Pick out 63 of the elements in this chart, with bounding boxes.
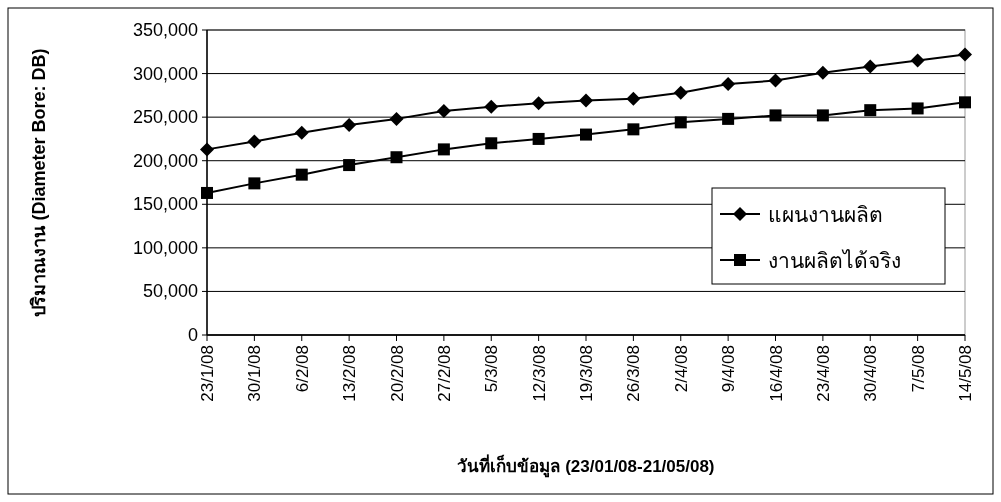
x-tick-label: 7/5/08 (908, 345, 928, 393)
point (437, 143, 450, 156)
point (627, 123, 640, 136)
x-tick-label: 14/5/08 (956, 345, 975, 402)
point (247, 134, 262, 149)
point (863, 59, 878, 74)
legend-label: งานผลิตได้จริง (768, 248, 901, 272)
point (815, 65, 830, 80)
point (390, 151, 403, 164)
x-tick-label: 12/3/08 (529, 345, 549, 402)
y-tick-label: 50,000 (142, 281, 198, 302)
point (294, 125, 309, 140)
point (485, 137, 498, 150)
y-tick-label: 350,000 (132, 20, 198, 40)
y-tick-label: 100,000 (132, 237, 198, 258)
y-tick-label: 250,000 (132, 107, 198, 128)
x-tick-label: 27/2/08 (434, 345, 454, 402)
point (580, 128, 592, 141)
x-tick-label: 23/1/08 (198, 345, 217, 402)
point (200, 142, 214, 157)
point (674, 116, 687, 129)
x-tick-label: 26/3/08 (624, 345, 644, 402)
point (436, 104, 451, 119)
point (295, 168, 308, 181)
x-tick-label: 5/3/08 (482, 345, 502, 393)
point (531, 96, 546, 111)
x-tick-label: 13/2/08 (340, 345, 360, 402)
y-tick-label: 200,000 (132, 150, 198, 171)
point (248, 177, 261, 190)
x-axis-title: วันที่เก็บข้อมูล (23/01/08-21/05/08) (457, 454, 715, 478)
legend-label: แผนงานผลิต (768, 202, 883, 226)
point (864, 104, 877, 117)
point (816, 109, 829, 122)
point (722, 112, 735, 125)
x-tick-label: 2/4/08 (671, 345, 691, 393)
point (484, 99, 499, 114)
point (768, 73, 783, 88)
x-tick-label: 23/4/08 (813, 345, 833, 402)
point (721, 77, 736, 92)
point (201, 186, 213, 199)
x-tick-label: 30/1/08 (245, 345, 265, 402)
x-tick-label: 20/2/08 (387, 345, 407, 402)
x-tick-label: 6/2/08 (292, 345, 312, 393)
point (389, 111, 404, 126)
x-tick-label: 19/3/08 (577, 345, 596, 402)
point (673, 85, 688, 100)
point (343, 159, 356, 172)
point (579, 93, 593, 108)
y-tick-label: 300,000 (132, 63, 198, 84)
point (959, 96, 971, 109)
point (910, 53, 925, 68)
point (911, 102, 924, 115)
x-tick-label: 16/4/08 (766, 345, 786, 402)
point (626, 91, 641, 106)
point (769, 109, 782, 122)
point (342, 117, 357, 132)
y-tick-label: 150,000 (132, 194, 198, 215)
y-axis-title: ปริมาณงาน (Diameter Bore: DB) (29, 48, 49, 317)
x-tick-label: 9/4/08 (719, 345, 739, 393)
point (532, 132, 545, 145)
point (958, 47, 972, 62)
y-tick-label: 0 (187, 325, 198, 345)
x-tick-label: 30/4/08 (861, 345, 881, 402)
